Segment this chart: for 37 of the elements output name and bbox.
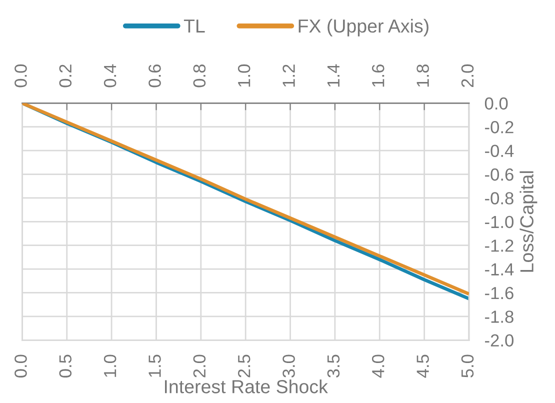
legend-label: FX (Upper Axis): [298, 18, 428, 36]
y-tick-label: -0.4: [485, 144, 514, 158]
x2-tick-label: 1.6: [372, 64, 384, 87]
y-tick-label: -1.6: [485, 286, 514, 300]
x2-tick-label: 0.4: [104, 64, 116, 88]
x-tick-label: 3.5: [327, 354, 340, 378]
x-tick-label: 4.0: [372, 354, 384, 378]
x2-tick-label: 1.0: [238, 64, 250, 87]
x2-tick-label: 0.8: [193, 64, 206, 88]
x2-tick-label: 1.4: [327, 64, 340, 87]
y-tick-label: -1.8: [485, 310, 514, 323]
y-tick-label: 0.0: [484, 97, 508, 110]
x-tick-label: 5.0: [461, 354, 474, 378]
x2-tick-label: 1.2: [282, 64, 295, 87]
x2-tick-label: 0.0: [14, 64, 27, 88]
x-tick-label: 2.5: [238, 354, 250, 378]
x-tick-label: 1.5: [148, 354, 161, 377]
y-tick-label: -2.0: [485, 334, 514, 347]
x2-tick-label: 0.2: [59, 64, 72, 88]
x-tick-label: 2.0: [193, 354, 206, 378]
y-tick-label: -1.2: [485, 240, 514, 252]
x-tick-label: 4.5: [416, 354, 429, 378]
y-tick-label: -1.4: [485, 263, 514, 276]
x-tick-label: 0.5: [59, 354, 72, 378]
x-tick-label: 1.0: [104, 354, 116, 377]
x2-tick-label: 1.8: [416, 64, 429, 87]
y-tick-label: -0.6: [485, 168, 514, 181]
x-tick-label: 0.0: [14, 354, 27, 378]
x2-tick-label: 0.6: [148, 64, 161, 88]
y-tick-label: -0.8: [485, 192, 514, 204]
x-axis-title: Interest Rate Shock: [164, 380, 328, 394]
y-tick-label: -1.0: [485, 216, 514, 228]
y-tick-label: -0.2: [485, 121, 514, 134]
x2-tick-label: 2.0: [461, 64, 474, 88]
y-axis-title: Loss/Capital: [520, 171, 538, 272]
legend-label: TL: [184, 20, 205, 32]
x-tick-label: 3.0: [282, 354, 295, 378]
